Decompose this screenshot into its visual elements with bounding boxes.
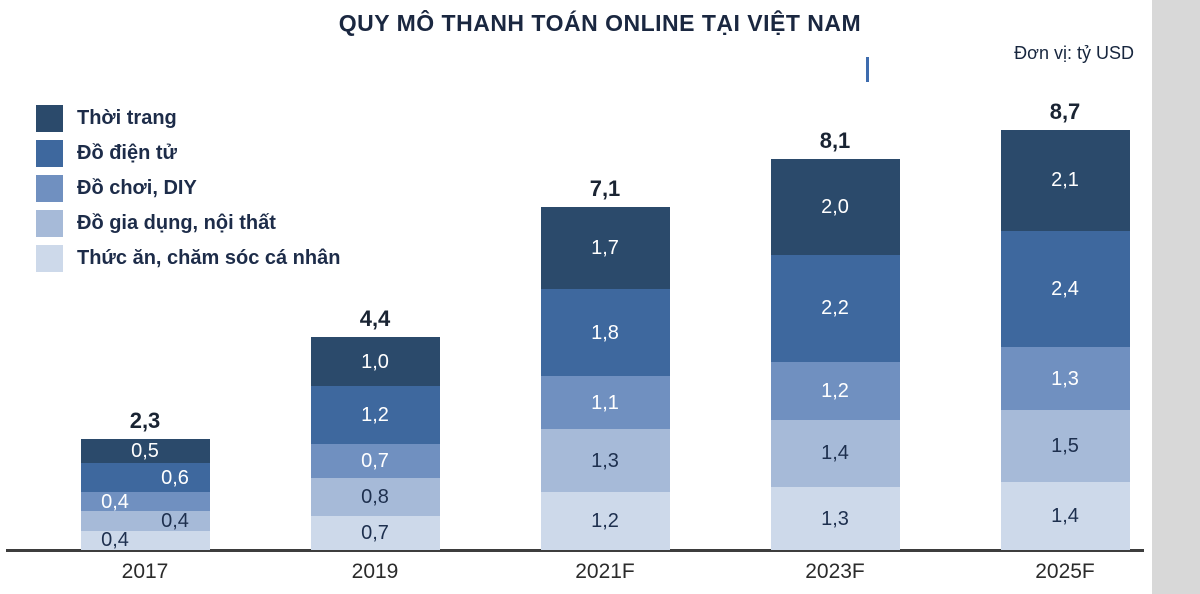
legend-label: Đồ điện tử	[77, 142, 178, 164]
segment-value-label: 0,7	[361, 449, 389, 472]
legend-swatch	[36, 140, 63, 167]
legend-label: Thời trang	[77, 107, 177, 129]
segment-value-label: 1,3	[821, 507, 849, 530]
bar-segment: 1,2	[540, 492, 670, 550]
bar-segment: 1,0	[310, 337, 440, 386]
segment-value-label: 2,2	[821, 297, 849, 320]
segment-value-label: 0,8	[361, 485, 389, 508]
bar-segment: 0,4	[80, 509, 210, 532]
bar-segment: 0,8	[310, 477, 440, 517]
legend-label: Đồ chơi, DIY	[77, 177, 197, 199]
segment-value-label: 1,8	[591, 321, 619, 344]
bar-segment: 2,0	[770, 158, 900, 256]
segment-value-label: 2,0	[821, 196, 849, 219]
legend-item: Đồ điện tử	[36, 136, 340, 171]
legend-item: Thức ăn, chăm sóc cá nhân	[36, 241, 340, 276]
segment-value-label: 1,2	[821, 379, 849, 402]
segment-value-label: 0,6	[161, 466, 189, 489]
segment-value-label: 1,3	[591, 449, 619, 472]
segment-value-label: 1,4	[821, 442, 849, 465]
legend-swatch	[36, 105, 63, 132]
bar-segment: 1,3	[770, 487, 900, 550]
bar-segment: 0,4	[80, 529, 210, 552]
bar-segment: 0,4	[80, 490, 210, 513]
segment-value-label: 1,2	[591, 509, 619, 532]
legend-swatch	[36, 175, 63, 202]
bar-segment: 1,4	[770, 419, 900, 488]
stacked-bar-2017: 2,3 0,5 0,6 0,4 0,4 0,4	[80, 408, 210, 552]
bar-segment: 1,7	[540, 207, 670, 290]
bar-segment: 2,2	[770, 255, 900, 362]
bar-total-label: 7,1	[589, 176, 621, 202]
bar-total-label: 4,4	[359, 306, 391, 332]
stacked-bar-2025F: 8,7 2,1 2,4 1,3 1,5 1,4	[1000, 99, 1130, 550]
stacked-bar-2019: 4,4 1,0 1,2 0,7 0,8 0,7	[310, 306, 440, 550]
bar-segment: 1,2	[770, 361, 900, 420]
segment-value-label: 0,4	[161, 509, 189, 532]
stacked-bar-2021F: 7,1 1,7 1,8 1,1 1,3 1,2	[540, 176, 670, 550]
bar-segment: 2,4	[1000, 231, 1130, 348]
segment-value-label: 1,4	[1051, 505, 1079, 528]
legend-item: Đồ gia dụng, nội thất	[36, 206, 340, 241]
x-axis-label: 2023F	[805, 560, 865, 583]
stray-blue-mark	[866, 57, 869, 82]
legend-label: Đồ gia dụng, nội thất	[77, 212, 276, 234]
chart-title: QUY MÔ THANH TOÁN ONLINE TẠI VIỆT NAM	[338, 10, 862, 36]
bar-segment: 0,5	[80, 438, 210, 464]
x-axis-label: 2017	[121, 560, 169, 583]
bar-segment: 1,2	[310, 385, 440, 444]
segment-value-label: 1,0	[361, 350, 389, 373]
legend-swatch	[36, 245, 63, 272]
x-axis-label: 2019	[351, 560, 399, 583]
bar-total-label: 2,3	[129, 407, 161, 433]
segment-value-label: 2,4	[1051, 278, 1079, 301]
bar-segment: 0,7	[310, 443, 440, 478]
segment-value-label: 1,5	[1051, 435, 1079, 458]
bar-total-label: 8,7	[1049, 98, 1081, 124]
segment-value-label: 0,4	[101, 490, 129, 513]
bar-segment: 0,7	[310, 516, 440, 550]
legend-item: Thời trang	[36, 101, 340, 136]
segment-value-label: 0,7	[361, 522, 389, 545]
segment-value-label: 1,2	[361, 403, 389, 426]
segment-value-label: 0,4	[101, 529, 129, 552]
bar-segment: 1,4	[1000, 482, 1130, 550]
bar-segment: 2,1	[1000, 129, 1130, 232]
bar-segment: 1,3	[1000, 347, 1130, 410]
unit-label: Đơn vị: tỷ USD	[1014, 43, 1134, 63]
x-axis-label: 2021F	[575, 560, 635, 583]
segment-value-label: 2,1	[1051, 169, 1079, 192]
bar-segment: 1,1	[540, 376, 670, 430]
segment-value-label: 1,1	[591, 391, 619, 414]
bar-segment: 1,8	[540, 289, 670, 377]
right-gray-strip	[1152, 0, 1200, 594]
legend-label: Thức ăn, chăm sóc cá nhân	[77, 247, 341, 269]
legend-item: Đồ chơi, DIY	[36, 171, 340, 206]
segment-value-label: 0,5	[131, 439, 159, 462]
bar-segment: 1,5	[1000, 409, 1130, 483]
bar-segment: 1,3	[540, 429, 670, 493]
segment-value-label: 1,7	[591, 237, 619, 260]
bar-segment: 0,6	[80, 463, 210, 493]
segment-value-label: 1,3	[1051, 367, 1079, 390]
bar-total-label: 8,1	[819, 127, 851, 153]
x-axis-label: 2025F	[1035, 560, 1095, 583]
x-axis-line	[6, 549, 1144, 552]
legend-swatch	[36, 210, 63, 237]
stacked-bar-2023F: 8,1 2,0 2,2 1,2 1,4 1,3	[770, 128, 900, 550]
legend: Thời trang Đồ điện tử Đồ chơi, DIY Đồ gia d…	[36, 101, 340, 276]
